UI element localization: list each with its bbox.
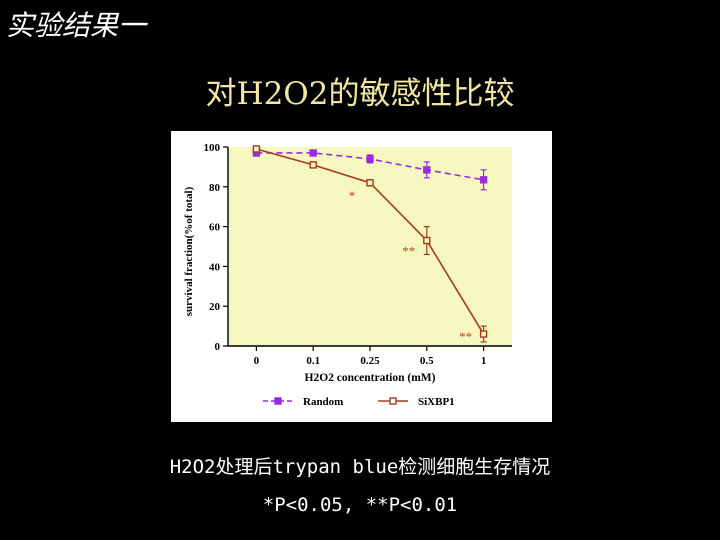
data-point-sixbp1	[423, 236, 431, 245]
y-tick-label: 40	[209, 261, 221, 273]
data-point-sixbp1	[309, 161, 317, 169]
x-tick-label: 1	[481, 355, 487, 367]
slide-title: 实验结果一	[6, 9, 147, 42]
y-tick-label: 0	[215, 341, 221, 353]
significance-mark: **	[402, 243, 415, 258]
data-point-sixbp1	[479, 330, 488, 338]
x-tick-label: 0.5	[420, 355, 434, 367]
chart-heading: 对H2O2的敏感性比较	[205, 76, 515, 112]
x-axis-label: H2O2 concentration (mM)	[305, 372, 436, 384]
significance-mark: *	[349, 188, 356, 203]
legend-label-sixbp1: SiXBP1	[418, 396, 455, 408]
caption-method: H2O2处理后trypan blue检测细胞生存情况	[169, 456, 551, 478]
survival-chart: 0 20 40 60 80 100 0 0.1 0.25 0.5 1 H2O2 concentrati…	[183, 142, 512, 408]
legend-label-random: Random	[303, 396, 343, 408]
chart-panel: 0 20 40 60 80 100 0 0.1 0.25 0.5 1 H2O2 concentrati…	[171, 131, 552, 422]
data-point-random	[309, 149, 317, 157]
data-point-sixbp1	[366, 179, 374, 187]
y-tick-label: 80	[209, 182, 221, 194]
data-point-random	[479, 176, 488, 184]
data-point-random	[366, 155, 374, 163]
legend-marker-random	[274, 397, 282, 405]
significance-mark: **	[459, 329, 472, 344]
y-tick-label: 20	[209, 301, 221, 313]
caption-significance: *P<0.05, **P<0.01	[262, 494, 458, 516]
x-tick-label: 0.1	[306, 355, 320, 367]
y-tick-label: 100	[204, 142, 221, 154]
data-point-sixbp1	[252, 145, 261, 153]
y-tick-label: 60	[209, 222, 221, 234]
legend-marker-sixbp1	[389, 397, 397, 405]
x-tick-label: 0.25	[360, 355, 380, 367]
data-point-random	[423, 166, 431, 174]
y-axis-label: survival fraction(%of total)	[183, 186, 195, 316]
x-tick-label: 0	[254, 355, 260, 367]
